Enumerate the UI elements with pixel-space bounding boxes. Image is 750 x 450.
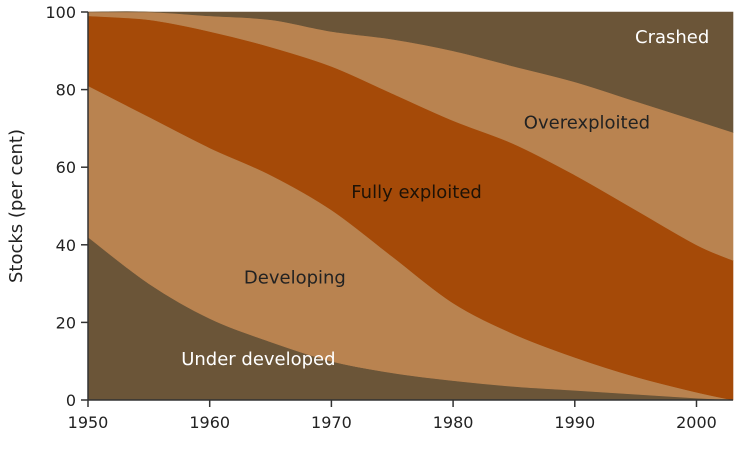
x-tick-label-1990: 1990 <box>554 413 595 432</box>
label-developing: Developing <box>244 268 346 289</box>
x-tick-label-1960: 1960 <box>189 413 230 432</box>
area-crashed <box>87 11 734 133</box>
region-labels: Under developed Developing Fully exploited… <box>181 27 709 370</box>
stacked-areas <box>87 11 734 401</box>
x-tick-label-1970: 1970 <box>311 413 352 432</box>
y-tick-label-20: 20 <box>56 313 76 332</box>
chart-axes: 1950 1960 1970 1980 1990 2000 0 20 40 60 80 100 <box>45 3 733 432</box>
label-fully-exploited: Fully exploited <box>351 182 482 203</box>
x-tick-label-1980: 1980 <box>433 413 474 432</box>
label-overexploited: Overexploited <box>524 112 650 133</box>
x-tick-label-1950: 1950 <box>68 413 109 432</box>
y-axis-title: Stocks (per cent) <box>6 129 27 283</box>
y-tick-label-80: 80 <box>56 81 76 100</box>
y-tick-label-100: 100 <box>45 3 76 22</box>
y-tick-label-60: 60 <box>56 158 76 177</box>
x-tick-label-2000: 2000 <box>676 413 717 432</box>
label-crashed: Crashed <box>635 27 709 48</box>
label-under-developed: Under developed <box>181 349 335 370</box>
y-tick-label-0: 0 <box>66 391 76 410</box>
y-tick-label-40: 40 <box>56 236 76 255</box>
